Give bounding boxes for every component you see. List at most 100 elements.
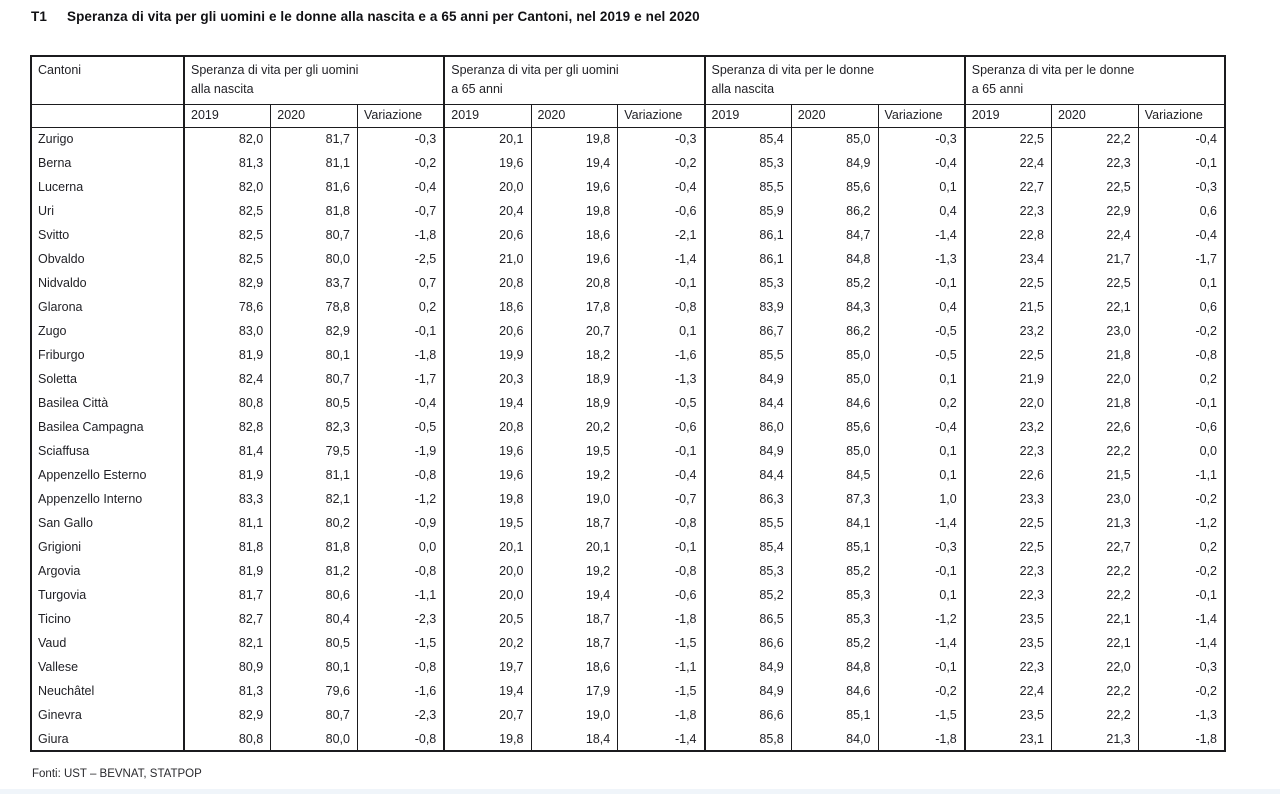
- value-cell: 86,6: [703, 703, 792, 727]
- value-cell: -1,8: [617, 703, 705, 727]
- value-cell: 22,4: [1051, 223, 1139, 247]
- value-cell: -1,3: [617, 367, 705, 391]
- canton-cell: Argovia: [30, 559, 184, 583]
- value-cell: 81,1: [270, 151, 358, 175]
- value-cell: 82,4: [183, 367, 271, 391]
- year-2019-header: 2019: [703, 104, 792, 128]
- value-cell: -1,8: [357, 223, 445, 247]
- value-cell: 80,4: [270, 607, 358, 631]
- value-cell: 22,5: [1051, 175, 1139, 199]
- value-cell: 23,0: [1051, 319, 1139, 343]
- value-cell: -0,4: [1137, 127, 1225, 151]
- value-cell: 85,2: [790, 271, 878, 295]
- value-cell: -0,2: [1137, 679, 1225, 703]
- value-cell: 20,1: [530, 535, 618, 559]
- canton-cell: Ticino: [30, 607, 184, 631]
- value-cell: 85,6: [790, 415, 878, 439]
- value-cell: 18,6: [530, 223, 618, 247]
- table-heading: Speranza di vita per gli uomini e le don…: [66, 9, 700, 24]
- group-header-line: alla nascita: [711, 82, 775, 97]
- value-cell: -0,8: [617, 511, 705, 535]
- value-cell: 19,0: [530, 487, 618, 511]
- value-cell: 80,7: [270, 367, 358, 391]
- value-cell: -1,5: [877, 703, 965, 727]
- value-cell: 19,6: [530, 247, 618, 271]
- year-2019-header: 2019: [963, 104, 1052, 128]
- value-cell: 20,0: [443, 559, 531, 583]
- value-cell: 22,2: [1051, 127, 1139, 151]
- value-cell: 84,8: [790, 247, 878, 271]
- value-cell: 85,5: [703, 343, 792, 367]
- value-cell: 22,3: [963, 559, 1052, 583]
- value-cell: 0,1: [877, 367, 965, 391]
- value-cell: 20,2: [530, 415, 618, 439]
- value-cell: 0,1: [877, 583, 965, 607]
- value-cell: -0,2: [617, 151, 705, 175]
- value-cell: 18,7: [530, 607, 618, 631]
- value-cell: -0,1: [1137, 151, 1225, 175]
- value-cell: 86,0: [703, 415, 792, 439]
- value-cell: -1,9: [357, 439, 445, 463]
- value-cell: 20,5: [443, 607, 531, 631]
- value-cell: 79,5: [270, 439, 358, 463]
- table-row: Nidvaldo 82,9 83,7 0,7 20,8 20,8 -0,1 85,3 85,2-…: [30, 271, 1225, 295]
- value-cell: 0,1: [877, 175, 965, 199]
- value-cell: 85,4: [703, 535, 792, 559]
- value-cell: 0,1: [877, 463, 965, 487]
- value-cell: 80,5: [270, 631, 358, 655]
- value-cell: 84,3: [790, 295, 878, 319]
- canton-cell: Vallese: [30, 655, 184, 679]
- value-cell: 82,5: [183, 223, 271, 247]
- value-cell: 78,8: [270, 295, 358, 319]
- value-cell: -1,5: [357, 631, 445, 655]
- value-cell: 22,6: [1051, 415, 1139, 439]
- value-cell: 0,0: [1137, 439, 1225, 463]
- value-cell: 20,1: [443, 127, 531, 151]
- value-cell: -1,4: [1137, 631, 1225, 655]
- value-cell: 85,5: [703, 511, 792, 535]
- value-cell: 82,9: [183, 271, 271, 295]
- value-cell: 22,4: [963, 151, 1052, 175]
- value-cell: -0,2: [1137, 319, 1225, 343]
- value-cell: 81,9: [183, 343, 271, 367]
- value-cell: 23,3: [963, 487, 1052, 511]
- value-cell: 84,5: [790, 463, 878, 487]
- table-row: San Gallo 81,1 80,2 -0,9 19,5 18,7 -0,8 85,5 84,…: [30, 511, 1225, 535]
- value-cell: 0,6: [1137, 199, 1225, 223]
- value-cell: 22,7: [963, 175, 1052, 199]
- table-row: Turgovia 81,7 80,6 -1,1 20,0 19,4 -0,6 85,2 85,3…: [30, 583, 1225, 607]
- table-row: Neuchâtel 81,3 79,6 -1,6 19,4 17,9 -1,5 84,9 84,…: [30, 679, 1225, 703]
- group-header-men-65: Speranza di vita per gli uomini a 65 ann…: [443, 56, 705, 105]
- value-cell: -0,5: [877, 343, 965, 367]
- value-cell: 19,4: [443, 679, 531, 703]
- year-2020-header: 2020: [270, 104, 358, 128]
- value-cell: 78,6: [183, 295, 271, 319]
- value-cell: 20,7: [443, 703, 531, 727]
- value-cell: 81,8: [270, 199, 358, 223]
- value-cell: 18,4: [530, 727, 618, 751]
- value-cell: 19,4: [530, 583, 618, 607]
- variazione-header: Variazione: [357, 104, 445, 128]
- value-cell: 82,5: [183, 247, 271, 271]
- value-cell: -0,8: [617, 295, 705, 319]
- value-cell: -0,4: [617, 175, 705, 199]
- value-cell: 85,1: [790, 703, 878, 727]
- value-cell: 81,3: [183, 151, 271, 175]
- value-cell: -1,5: [617, 679, 705, 703]
- value-cell: 20,4: [443, 199, 531, 223]
- value-cell: 21,7: [1051, 247, 1139, 271]
- value-cell: 0,1: [877, 439, 965, 463]
- value-cell: 81,8: [270, 535, 358, 559]
- value-cell: 21,5: [963, 295, 1052, 319]
- value-cell: 22,5: [963, 127, 1052, 151]
- value-cell: 22,1: [1051, 607, 1139, 631]
- value-cell: -2,3: [357, 607, 445, 631]
- value-cell: 84,9: [703, 679, 792, 703]
- value-cell: -0,8: [357, 655, 445, 679]
- group-header-line: alla nascita: [191, 82, 254, 97]
- year-2020-header: 2020: [1051, 104, 1139, 128]
- value-cell: -2,3: [357, 703, 445, 727]
- value-cell: -1,2: [877, 607, 965, 631]
- value-cell: 81,3: [183, 679, 271, 703]
- value-cell: 20,8: [443, 271, 531, 295]
